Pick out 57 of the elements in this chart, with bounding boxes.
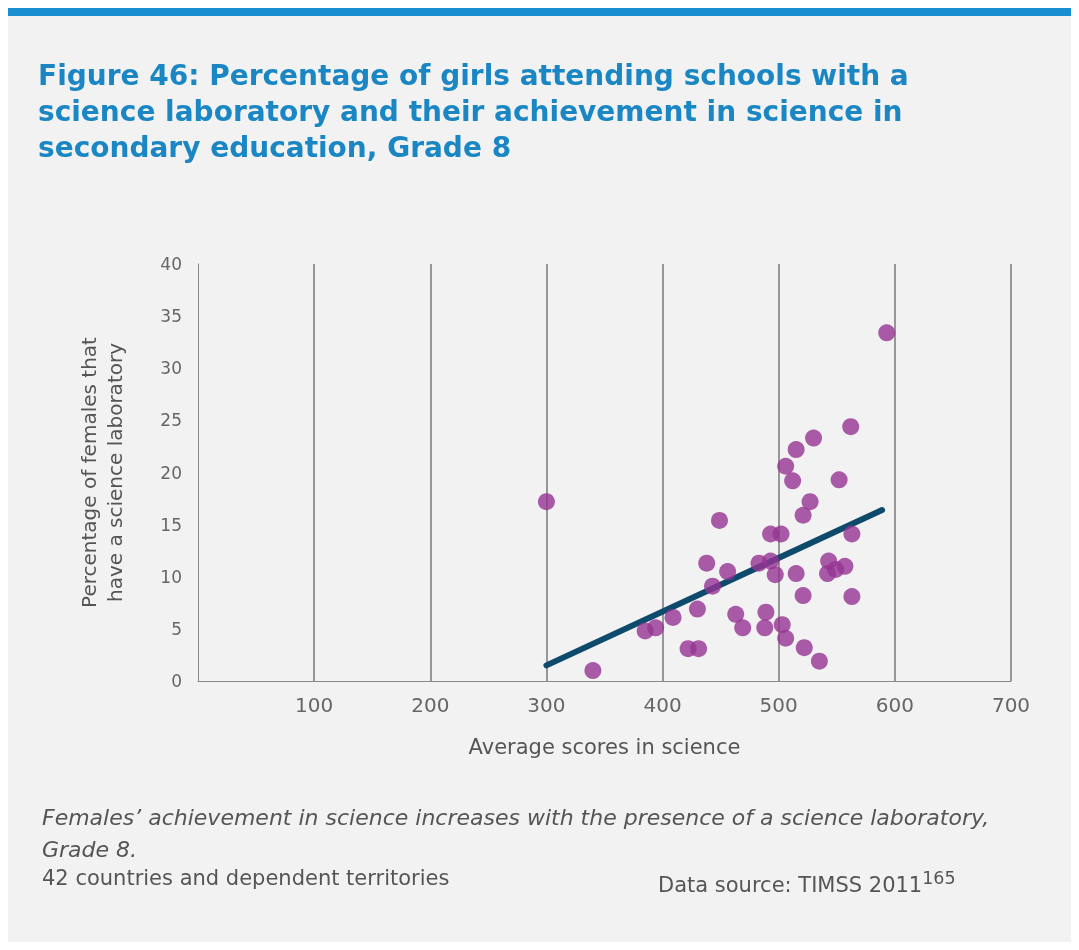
point (794, 587, 812, 605)
point (784, 472, 802, 490)
point (766, 566, 784, 584)
point (757, 603, 775, 621)
point (664, 608, 682, 626)
y-tick-label: 25 (160, 410, 182, 431)
point (647, 619, 665, 637)
point (698, 554, 716, 572)
point (810, 652, 828, 670)
point (773, 616, 791, 634)
point (843, 525, 861, 543)
y-tick-label: 20 (160, 462, 182, 483)
y-tick-label: 5 (171, 618, 182, 639)
point (727, 605, 745, 623)
point (795, 639, 813, 657)
chart-title: Figure 46: Percentage of girls attending schools with a science laboratory and their achievement in science in secondary education, Grade 8 (38, 58, 910, 166)
point (805, 429, 823, 447)
point (801, 493, 819, 511)
x-tick-label: 100 (295, 693, 334, 717)
text: Females’ achievement in science increases with the presence of a science laboratory, Grade 8. (42, 804, 991, 864)
y-tick-label: 30 (160, 358, 182, 379)
y-tick-label: 10 (160, 566, 182, 587)
point (787, 441, 805, 459)
point (756, 619, 774, 637)
y-tick-label: 35 (160, 306, 182, 327)
point (830, 471, 848, 489)
point (537, 493, 555, 511)
point (688, 600, 706, 618)
y-axis-title: Percentage of females that have a science laboratory (77, 336, 127, 608)
x-tick-label: 300 (527, 693, 566, 717)
point (777, 629, 795, 647)
point (704, 577, 722, 595)
point (584, 662, 602, 680)
point (762, 552, 780, 570)
x-tick-label: 700 (991, 693, 1031, 717)
point (794, 506, 812, 524)
y-tick-label: 0 (171, 671, 182, 691)
text: 42 countries and dependent territories (42, 866, 450, 890)
source-note: Data source: TIMSS 2011$^{165}$ (658, 867, 956, 899)
x-axis-title: Average scores in science (468, 734, 741, 759)
x-tick-label: 400 (643, 693, 682, 717)
y-tick-label: 15 (160, 514, 182, 535)
point (878, 324, 896, 342)
x-tick-label: 500 (759, 693, 798, 717)
y-tick-label: 40 (160, 254, 182, 274)
point (827, 560, 845, 578)
point (777, 457, 795, 475)
x-tick-label: 600 (875, 693, 914, 717)
point (690, 640, 708, 658)
point (772, 525, 790, 543)
point (787, 565, 805, 583)
point (711, 511, 728, 529)
point (734, 619, 752, 637)
point (843, 588, 861, 606)
point (719, 563, 737, 581)
point (842, 418, 860, 436)
x-tick-label: 200 (411, 693, 450, 717)
